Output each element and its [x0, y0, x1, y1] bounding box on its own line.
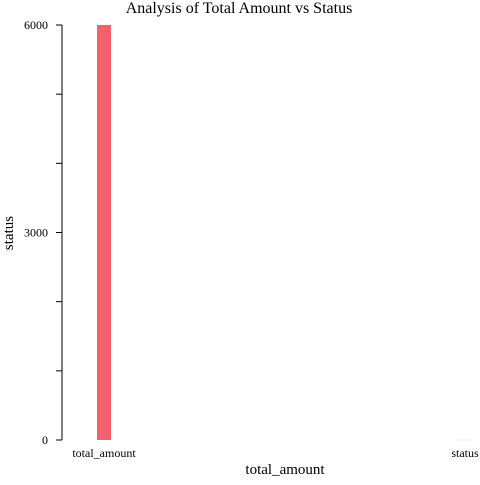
x-axis-label: total_amount: [245, 462, 325, 478]
y-axis-label: status: [1, 216, 17, 250]
x-tick-label: status: [451, 446, 479, 460]
plot-area: 0 3000 6000 total_amount status: [24, 18, 479, 460]
bar: [97, 25, 111, 440]
x-tick-label: total_amount: [72, 446, 136, 460]
y-tick-label: 0: [42, 433, 48, 447]
chart-title: Analysis of Total Amount vs Status: [126, 0, 353, 17]
y-tick-label: 6000: [24, 18, 48, 32]
y-tick-label: 3000: [24, 226, 48, 240]
